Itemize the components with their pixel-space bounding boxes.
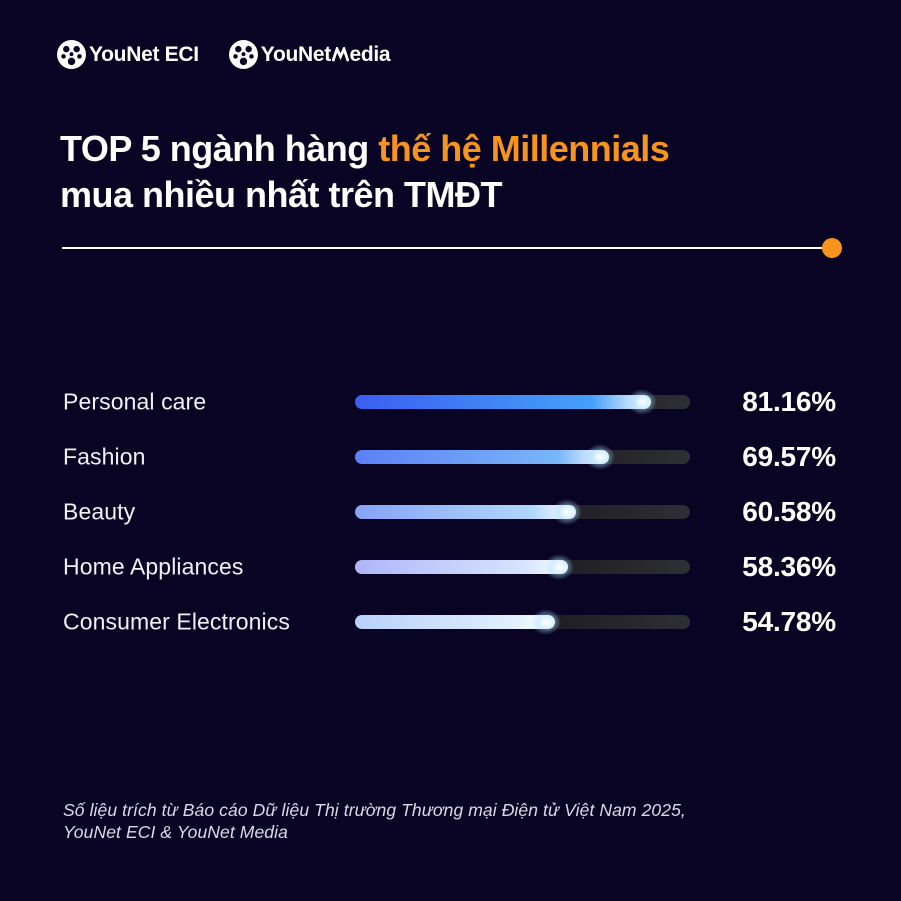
title-line1-highlight: thế hệ Millennials <box>378 128 670 169</box>
bar-chart: Personal care 81.16% Fashion 69.57% Beau… <box>63 374 836 649</box>
category-label: Personal care <box>63 388 207 414</box>
chart-row: Consumer Electronics 54.78% <box>63 594 836 649</box>
bar-fill <box>355 449 610 464</box>
younet-media-prefix: YouNet <box>260 42 331 66</box>
bar-fill <box>355 504 577 519</box>
divider-dot <box>822 238 842 258</box>
header-logos: YouNet ECI YouNet edia <box>57 40 391 69</box>
bar-fill <box>355 614 556 629</box>
category-label: Home Appliances <box>63 553 244 579</box>
logo-younet-eci: YouNet ECI <box>57 40 199 69</box>
stylized-m-icon <box>331 46 349 62</box>
chart-row: Fashion 69.57% <box>63 429 836 484</box>
younet-logo-icon <box>228 40 258 69</box>
category-label: Consumer Electronics <box>63 608 290 634</box>
title-divider <box>62 238 842 258</box>
younet-logo-icon <box>57 40 86 69</box>
category-label: Fashion <box>63 443 146 469</box>
bar-track <box>355 394 690 409</box>
bar-track <box>355 614 690 629</box>
younet-media-suffix: edia <box>349 42 391 66</box>
category-value: 58.36% <box>742 550 836 582</box>
category-value: 81.16% <box>742 385 836 417</box>
source-note: Số liệu trích từ Báo cáo Dữ liệu Thị trư… <box>63 800 686 843</box>
title-line1-white: TOP 5 ngành hàng <box>60 128 379 169</box>
page-title: TOP 5 ngành hàng thế hệ Millennials mua … <box>60 126 670 218</box>
younet-eci-label: YouNet ECI <box>89 42 199 66</box>
bar-track <box>355 504 690 519</box>
bar-track <box>355 559 690 574</box>
category-label: Beauty <box>63 498 136 524</box>
bar-track <box>355 449 690 464</box>
chart-row: Personal care 81.16% <box>63 374 836 429</box>
younet-media-label: YouNet edia <box>260 42 391 67</box>
divider-line <box>62 247 827 249</box>
category-value: 54.78% <box>742 605 836 637</box>
source-note-line2: YouNet ECI & YouNet Media <box>63 821 288 842</box>
bar-fill <box>355 394 652 409</box>
category-value: 60.58% <box>742 495 836 527</box>
chart-row: Beauty 60.58% <box>63 484 836 539</box>
chart-row: Home Appliances 58.36% <box>63 539 836 594</box>
title-line2: mua nhiều nhất trên TMĐT <box>60 174 503 215</box>
bar-fill <box>355 559 569 574</box>
source-note-line1: Số liệu trích từ Báo cáo Dữ liệu Thị trư… <box>63 800 686 820</box>
logo-younet-media: YouNet edia <box>228 40 391 69</box>
category-value: 69.57% <box>742 440 836 472</box>
